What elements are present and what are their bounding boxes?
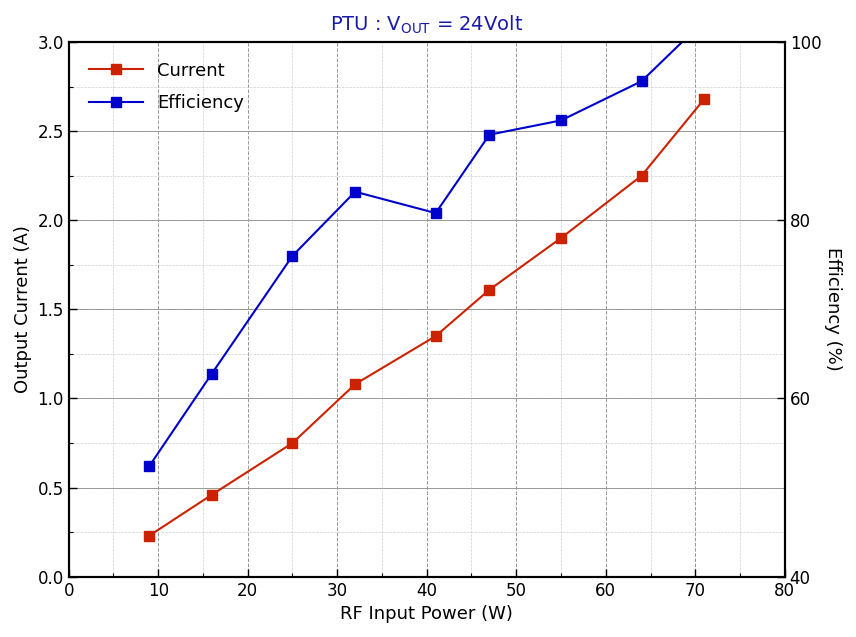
Efficiency [699,17,710,24]
Current [636,172,646,180]
Y-axis label: Efficiency (%): Efficiency (%) [824,247,842,371]
Title: PTU : V$_{\mathregular{OUT}}$ = 24Volt: PTU : V$_{\mathregular{OUT}}$ = 24Volt [330,14,523,36]
Current [144,532,154,540]
Current [484,286,495,294]
Line: Efficiency: Efficiency [145,16,709,471]
Efficiency [288,252,298,260]
Legend: Current, Efficiency: Current, Efficiency [80,53,253,121]
Efficiency [350,188,360,196]
Current [556,234,566,242]
X-axis label: RF Input Power (W): RF Input Power (W) [341,605,514,623]
Current [207,491,217,499]
Efficiency [144,462,154,470]
Current [699,95,710,103]
Current [288,439,298,447]
Current [431,333,441,340]
Efficiency [431,210,441,217]
Efficiency [484,131,495,138]
Efficiency [556,117,566,124]
Y-axis label: Output Current (A): Output Current (A) [14,225,32,393]
Efficiency [207,369,217,377]
Line: Current: Current [145,94,709,541]
Efficiency [636,77,646,85]
Current [350,380,360,388]
